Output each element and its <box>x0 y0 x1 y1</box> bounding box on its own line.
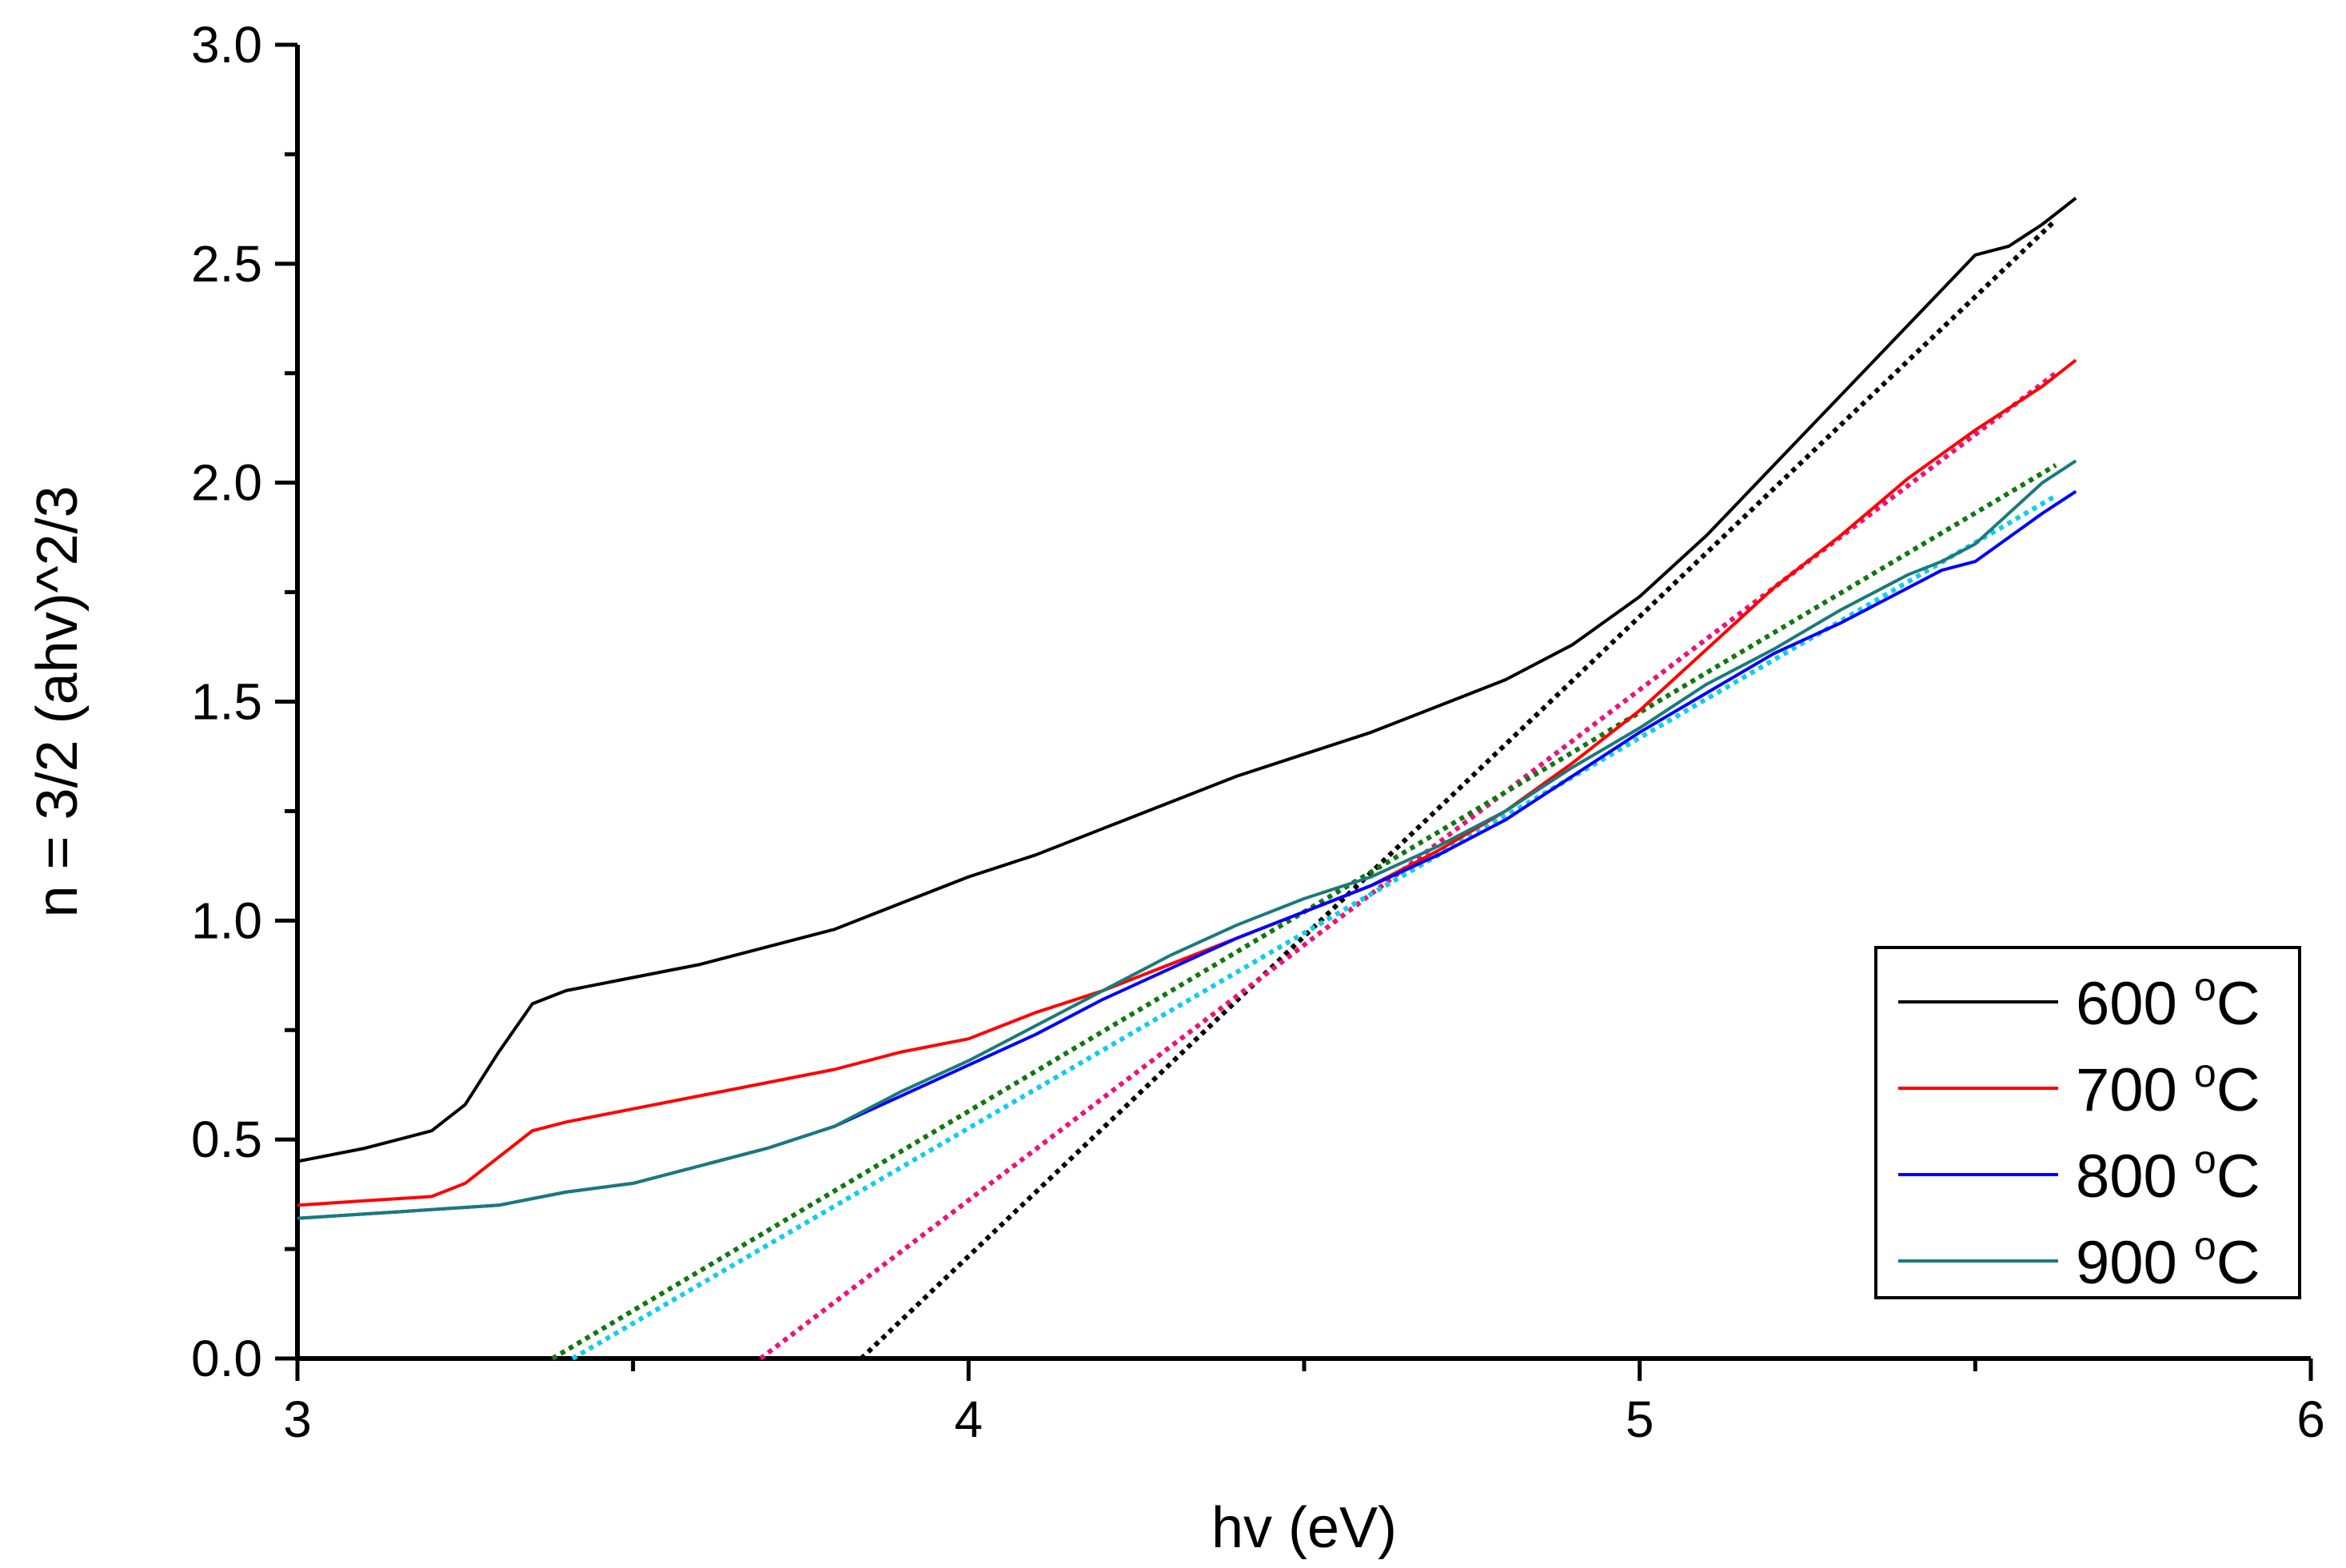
y-tick-label: 0.0 <box>191 1330 262 1387</box>
y-tick-label: 3.0 <box>191 16 262 74</box>
x-tick-label: 4 <box>955 1390 983 1448</box>
legend-label-2: 700 oC <box>2076 1051 2260 1124</box>
y-tick-label: 1.0 <box>191 892 262 949</box>
y-tick-label: 2.5 <box>191 235 262 293</box>
series-line-3 <box>297 489 2077 1220</box>
fit-line-3 <box>571 493 2057 1361</box>
legend: 600 oC 700 oC 800 oC 900 oC <box>1874 946 2301 1299</box>
y-axis-title: n = 3/2 (ahv)^2/3 <box>26 485 90 917</box>
x-tick-label: 6 <box>2296 1390 2325 1448</box>
series-lines <box>297 197 2077 1220</box>
legend-label-3: 800 oC <box>2076 1137 2260 1211</box>
y-tick-label: 0.5 <box>191 1111 262 1168</box>
x-ticks: 3 4 5 6 <box>283 1359 2325 1448</box>
fit-line-1 <box>859 217 2058 1361</box>
y-tick-label: 2.0 <box>191 454 262 512</box>
series-line-4 <box>297 459 2077 1220</box>
series-line-1 <box>297 197 2077 1163</box>
legend-label-1: 600 oC <box>2076 964 2260 1038</box>
legend-label-4: 900 oC <box>2076 1223 2260 1297</box>
y-tick-label: 1.5 <box>191 673 262 731</box>
x-tick-label: 3 <box>283 1390 312 1448</box>
series-line-2 <box>297 358 2077 1207</box>
fit-lines <box>551 217 2058 1361</box>
y-ticks: 0.0 0.5 1.0 1.5 2.0 2.5 3.0 <box>191 16 297 1387</box>
x-axis-title: hv (eV) <box>1211 1496 1397 1560</box>
legend-box <box>1874 946 2301 1299</box>
x-tick-label: 5 <box>1626 1390 1654 1448</box>
